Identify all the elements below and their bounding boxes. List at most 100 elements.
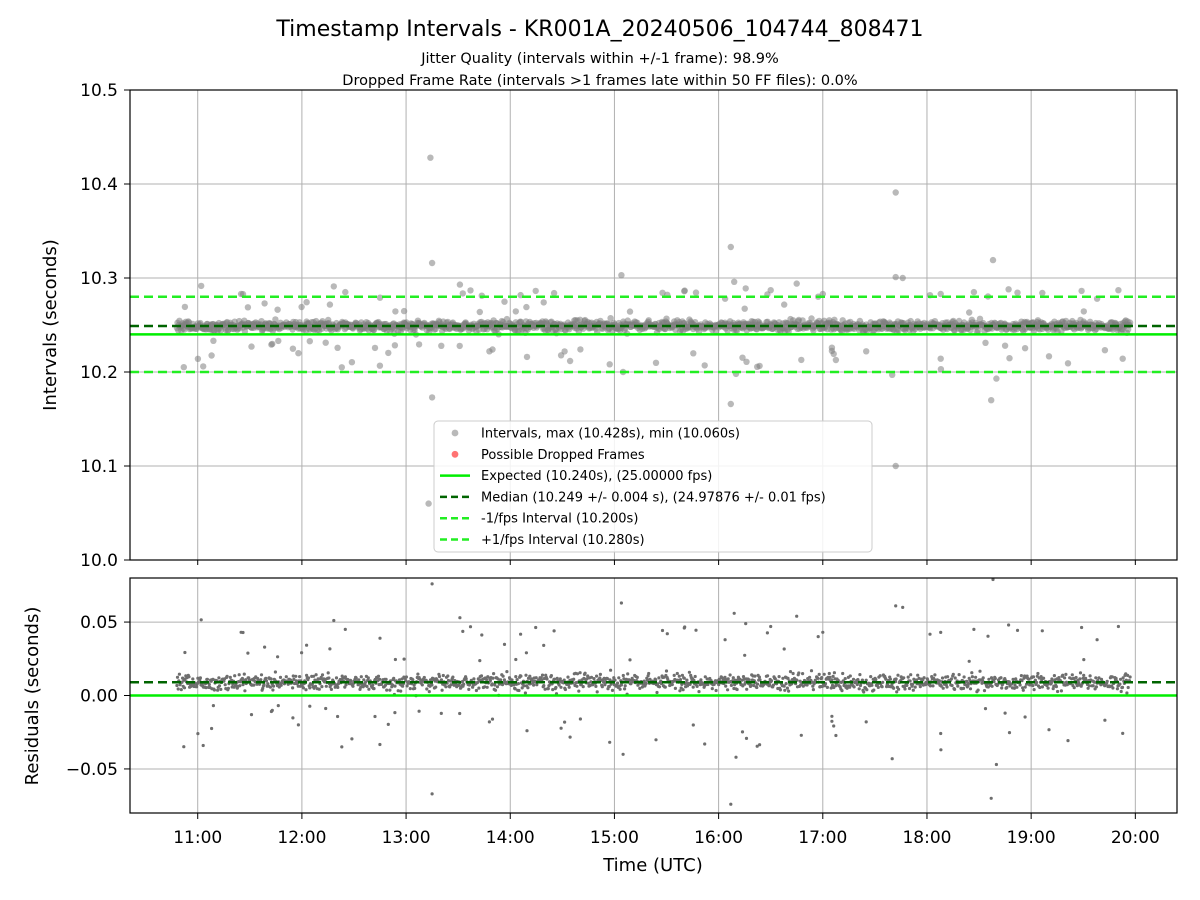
residual-point: [291, 686, 295, 690]
residual-point: [305, 643, 309, 647]
residual-point: [300, 651, 304, 655]
residual-point: [1111, 686, 1115, 690]
y-tick-label: 0.00: [80, 687, 118, 707]
residual-point: [864, 720, 868, 724]
legend-intervals-label: Intervals, max (10.428s), min (10.060s): [481, 427, 740, 442]
residual-point: [422, 675, 426, 680]
residual-point: [1103, 718, 1107, 722]
residual-point: [551, 688, 555, 692]
residual-point: [870, 683, 874, 687]
residual-point: [589, 675, 594, 679]
interval-point: [731, 278, 738, 285]
residual-point: [440, 688, 444, 692]
residual-point: [491, 676, 495, 680]
interval-point: [459, 290, 466, 297]
residual-point: [745, 687, 749, 691]
residual-point: [598, 672, 603, 677]
residual-point: [266, 682, 270, 686]
residual-point: [619, 683, 624, 687]
residual-point: [332, 618, 336, 623]
x-tick-label: 11:00: [173, 828, 222, 848]
interval-point: [438, 342, 445, 349]
residual-point: [1011, 677, 1015, 682]
residual-point: [726, 688, 730, 692]
residual-point: [572, 677, 576, 681]
residual-point: [905, 683, 909, 688]
residual-point: [791, 671, 795, 676]
interval-point: [272, 316, 279, 323]
interval-point: [982, 339, 989, 346]
residual-point: [539, 676, 543, 680]
residual-point: [252, 683, 256, 687]
residual-point: [524, 651, 529, 655]
x-tick-label: 13:00: [382, 828, 431, 848]
residual-point: [612, 676, 616, 680]
residual-point: [605, 677, 610, 681]
residual-point: [568, 735, 572, 739]
residual-point: [405, 684, 409, 688]
residual-point: [264, 676, 268, 680]
interval-point: [1115, 287, 1122, 294]
residual-point: [464, 677, 468, 681]
interval-point: [330, 283, 337, 290]
residual-point: [594, 684, 598, 689]
residual-point: [212, 688, 216, 692]
residual-point: [216, 688, 220, 692]
residual-point: [492, 672, 496, 676]
residual-point: [758, 678, 762, 682]
residual-point: [785, 686, 790, 690]
residual-point: [675, 671, 679, 676]
residual-point: [336, 714, 340, 719]
residual-point: [623, 687, 627, 691]
residual-point: [755, 685, 759, 690]
interval-point: [1064, 360, 1072, 367]
residual-point: [1021, 686, 1025, 690]
residual-point: [509, 683, 513, 688]
residual-point: [393, 684, 397, 688]
interval-point: [326, 301, 334, 308]
residual-point: [312, 674, 316, 678]
residual-point: [425, 687, 429, 691]
x-tick-label: 12:00: [277, 828, 326, 848]
residual-point: [219, 687, 223, 692]
residual-point: [832, 724, 836, 728]
residual-point: [228, 675, 232, 680]
residual-point: [1007, 680, 1011, 684]
interval-point: [993, 375, 1000, 382]
residual-point: [557, 683, 561, 687]
residual-point: [621, 752, 625, 756]
residual-point: [1094, 685, 1098, 689]
residual-point: [731, 676, 735, 680]
residual-point: [566, 675, 570, 679]
residual-point: [894, 677, 898, 681]
residual-point: [488, 679, 492, 683]
residual-point: [892, 686, 896, 690]
interval-point: [248, 343, 255, 350]
residual-point: [735, 687, 739, 692]
residual-point: [1114, 676, 1118, 681]
residual-point: [951, 672, 955, 677]
interval-point: [427, 154, 434, 161]
interval-point: [385, 349, 392, 357]
residual-point: [371, 683, 375, 687]
interval-point: [348, 359, 356, 366]
residuals-y-axis-label: Residuals (seconds): [22, 607, 43, 786]
residual-point: [411, 678, 415, 682]
residual-point: [343, 627, 347, 632]
residual-point: [211, 704, 215, 708]
residual-point: [781, 676, 785, 680]
residual-point: [843, 677, 847, 681]
residual-point: [755, 682, 760, 686]
residual-point: [961, 686, 966, 691]
residual-point: [1000, 686, 1004, 690]
residual-point: [970, 671, 974, 675]
legend-dropped-frames-label: Possible Dropped Frames: [481, 448, 645, 463]
residual-point: [1115, 687, 1119, 691]
residual-point: [1061, 673, 1065, 677]
residual-point: [937, 679, 941, 683]
residual-point: [413, 686, 417, 691]
residual-point: [613, 678, 617, 682]
residual-point: [319, 675, 323, 680]
residual-point: [881, 680, 885, 684]
residual-point: [292, 677, 296, 682]
